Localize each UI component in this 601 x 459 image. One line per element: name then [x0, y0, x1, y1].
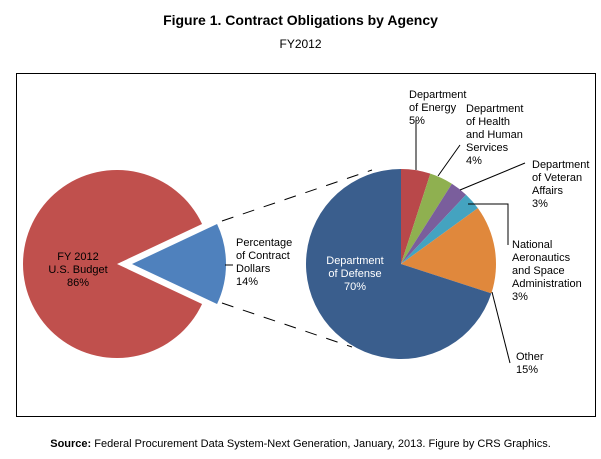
slice-department-of-health-and-human-services [401, 173, 452, 264]
leader-department-of-veteran-affairs [459, 162, 526, 191]
leader-department-of-health-and-human-services [437, 144, 461, 177]
slice-us-budget [22, 169, 203, 358]
label-department-of-veteran-affairs: Department of Veteran Affairs 3% [532, 159, 589, 210]
label-department-of-health-and-human-services: Department of Health and Human Services 4% [466, 103, 523, 167]
leader-national-aeronautics-and-space-administration [468, 203, 509, 245]
label-contract-dollars: Percentage of Contract Dollars 14% [236, 237, 292, 288]
leader-other [491, 291, 511, 364]
label-department-of-defense: Department of Defense 70% [326, 255, 383, 293]
chart-frame [16, 73, 596, 417]
label-us-budget: FY 2012 U.S. Budget 86% [48, 251, 107, 289]
chart-title: Figure 1. Contract Obligations by Agency [163, 12, 438, 28]
chart-subtitle: FY2012 [279, 37, 322, 51]
slice-national-aeronautics-and-space-administration [401, 194, 478, 264]
connector-top [221, 169, 373, 222]
connector-bottom [221, 302, 353, 348]
slice-contract-dollars [132, 223, 226, 305]
source-note: Source: Federal Procurement Data System-… [0, 438, 601, 450]
slice-department-of-energy [401, 169, 431, 264]
label-national-aeronautics-and-space-administration: National Aeronautics and Space Administrati… [512, 239, 582, 303]
slice-department-of-veteran-affairs [401, 183, 467, 264]
source-label: Source: [50, 438, 92, 450]
source-text: Federal Procurement Data System-Next Gen… [94, 438, 551, 450]
label-other: Other 15% [516, 351, 544, 376]
slice-other [401, 208, 496, 294]
slice-department-of-defense [306, 169, 492, 359]
label-department-of-energy: Department of Energy 5% [409, 89, 466, 127]
